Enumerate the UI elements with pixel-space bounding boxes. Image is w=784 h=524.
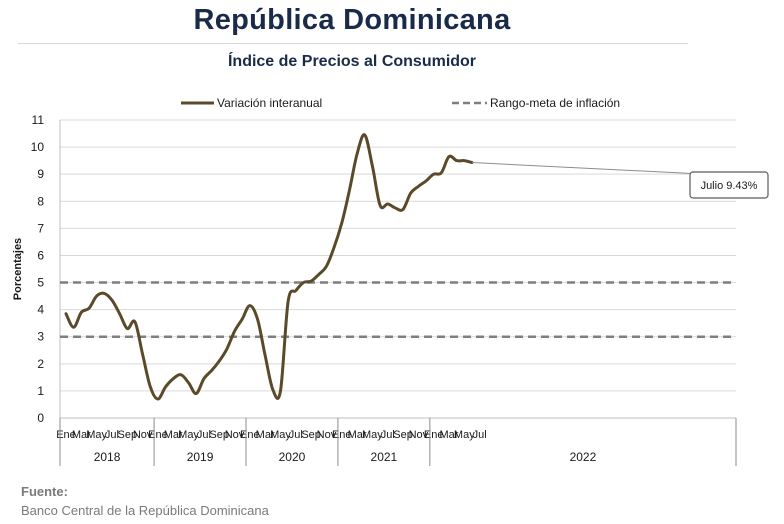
year-label: 2021 [371,450,398,464]
y-tick-label: 4 [37,303,44,317]
x-tick-label: Jul [289,429,303,441]
x-tick-label: May [178,429,199,441]
y-tick-label: 6 [37,248,44,262]
y-tick-label: 1 [37,384,44,398]
x-tick-label: Mar [348,429,367,441]
x-tick-label: Nov [225,429,245,441]
source-text: Banco Central de la República Dominicana [21,503,269,518]
x-tick-label: Nov [409,429,429,441]
x-tick-label: Ene [56,429,76,441]
x-tick-label: Sep [301,429,321,441]
x-tick-label: Ene [332,429,352,441]
y-tick-label: 3 [37,330,44,344]
x-tick-label: May [270,429,291,441]
year-label: 2020 [279,450,306,464]
x-tick-label: Mar [164,429,183,441]
x-tick-label: Jul [197,429,211,441]
chart-title: República Dominicana [193,4,511,36]
x-tick-label: May [454,429,475,441]
x-tick-label: Nov [317,429,337,441]
x-tick-label: Jul [105,429,119,441]
y-tick-label: 10 [31,140,45,154]
x-tick-label: Ene [148,429,168,441]
x-tick-label: May [362,429,383,441]
x-tick-label: Mar [72,429,91,441]
year-label: 2022 [570,450,597,464]
title-divider [18,43,688,44]
y-tick-label: 9 [37,167,44,181]
x-tick-label: Ene [240,429,260,441]
year-label: 2019 [187,450,214,464]
y-tick-label: 8 [37,194,44,208]
source-note: Fuente: Banco Central de la República Do… [21,484,269,518]
x-tick-label: May [86,429,107,441]
x-tick-label: Jul [473,429,487,441]
y-axis-title: Porcentajes [12,238,24,300]
x-tick-label: Nov [133,429,153,441]
y-tick-label: 11 [32,113,45,127]
x-tick-label: Jul [381,429,395,441]
y-tick-label: 7 [37,221,44,235]
x-tick-label: Sep [209,429,229,441]
series-line-variacion-interanual [64,133,474,401]
legend-label-target: Rango-meta de inflación [490,96,620,110]
x-tick-label: Sep [117,429,137,441]
annotation-label: Julio 9.43% [701,180,758,192]
chart-subtitle: Índice de Precios al Consumidor [227,53,477,70]
year-label: 2018 [94,450,121,464]
source-label: Fuente: [21,484,68,499]
y-tick-label: 0 [37,411,44,425]
x-tick-label: Mar [256,429,275,441]
legend-label-series: Variación interanual [217,96,322,110]
x-tick-label: Sep [393,429,413,441]
annotation-box [689,171,769,199]
x-tick-label: Ene [424,429,444,441]
y-tick-label: 2 [37,357,44,371]
x-tick-label: Mar [440,429,459,441]
y-tick-label: 5 [37,276,44,290]
